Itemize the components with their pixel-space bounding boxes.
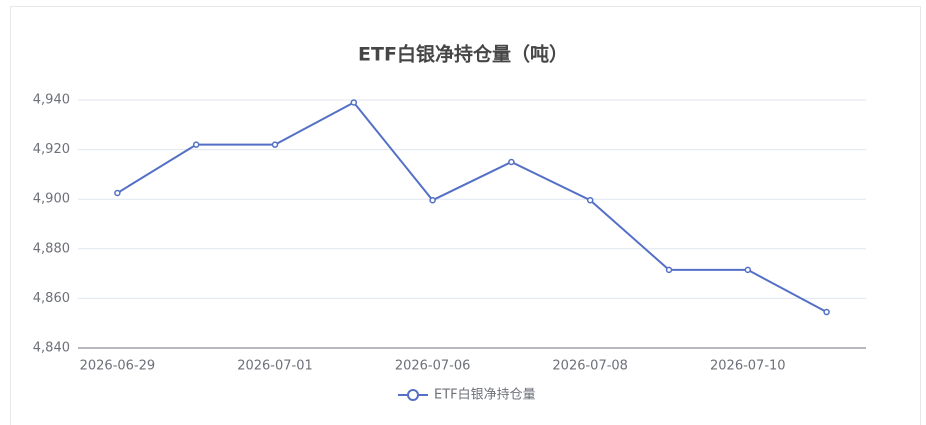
x-tick-label: 2026-07-01 [237, 359, 313, 374]
y-tick-label: 4,940 [33, 93, 70, 108]
y-tick-label: 4,920 [33, 142, 70, 157]
y-tick-label: 4,880 [33, 241, 70, 256]
point [114, 189, 121, 197]
card [10, 6, 921, 425]
point [350, 99, 358, 106]
point [823, 308, 830, 316]
point [744, 266, 752, 274]
x-tick-label: 2026-07-08 [552, 359, 628, 374]
y-tick-label: 4,840 [33, 341, 70, 356]
x-tick-label: 2026-07-06 [395, 359, 471, 374]
x-tick-label: 2026-07-10 [710, 359, 786, 374]
point [271, 141, 279, 148]
point [665, 266, 673, 274]
y-tick-label: 4,860 [33, 291, 70, 306]
point [192, 141, 200, 148]
legend-label: ETF白银净持仓量 [434, 387, 536, 403]
point [429, 196, 436, 204]
legend-marker [407, 389, 419, 401]
chart-title: ETF白银净持仓量（吨） [358, 43, 568, 66]
x-tick-label: 2026-06-29 [80, 359, 156, 374]
line [116, 101, 828, 313]
point [508, 158, 515, 166]
y-tick-label: 4,900 [33, 192, 70, 207]
point [586, 196, 594, 204]
